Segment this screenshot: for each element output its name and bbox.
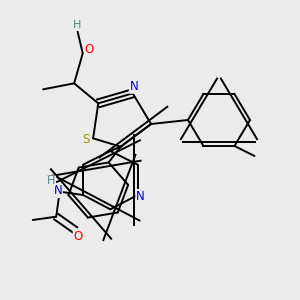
Text: H: H <box>73 20 81 30</box>
Text: S: S <box>82 134 89 146</box>
Text: O: O <box>84 44 94 56</box>
Text: O: O <box>73 230 83 242</box>
Text: H: H <box>47 176 55 186</box>
Text: N: N <box>129 80 138 93</box>
Text: N: N <box>136 190 145 202</box>
Text: N: N <box>54 184 62 197</box>
